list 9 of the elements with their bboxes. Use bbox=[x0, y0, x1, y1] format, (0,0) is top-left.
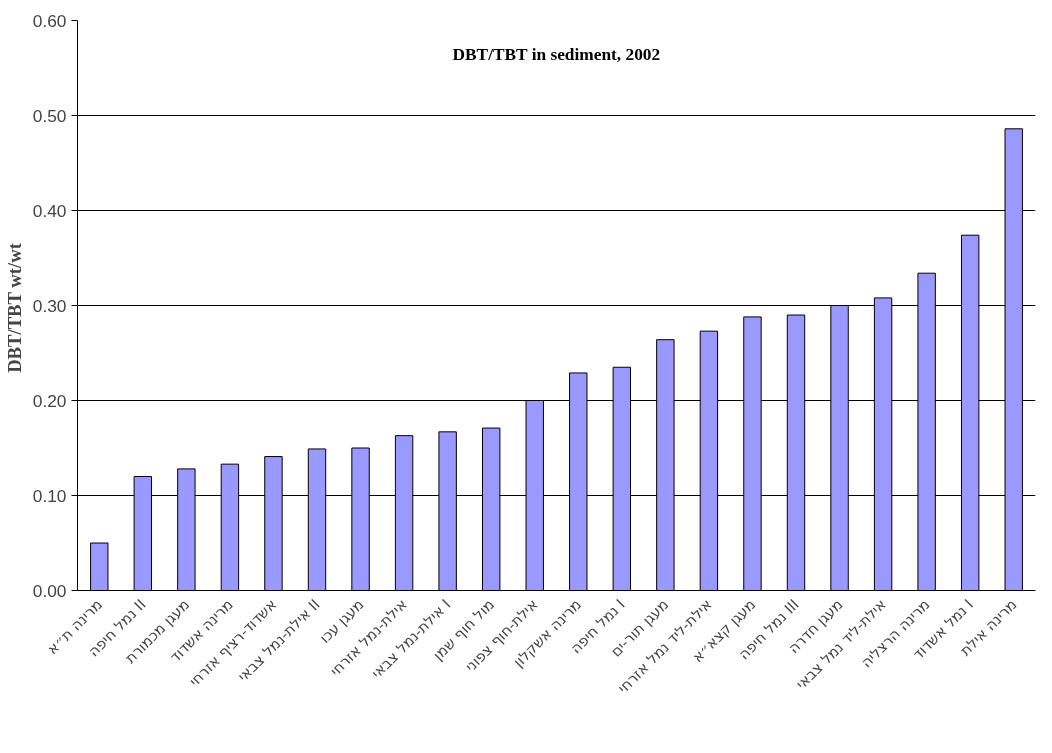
y-tick-label: 0.60 bbox=[32, 10, 67, 31]
text: DBT/TBT in sediment, 2002 bbox=[452, 45, 661, 65]
y-tick-label: 0.50 bbox=[32, 105, 67, 126]
y-tick-label: 0.30 bbox=[32, 295, 67, 316]
y-axis-title: DBT/TBT wt/wt bbox=[3, 242, 25, 373]
y-tick-label: 0.10 bbox=[32, 485, 67, 506]
y-tick-label: 0.00 bbox=[32, 580, 67, 601]
y-tick-label: 0.40 bbox=[32, 200, 67, 221]
y-tick-label: 0.20 bbox=[32, 390, 67, 411]
